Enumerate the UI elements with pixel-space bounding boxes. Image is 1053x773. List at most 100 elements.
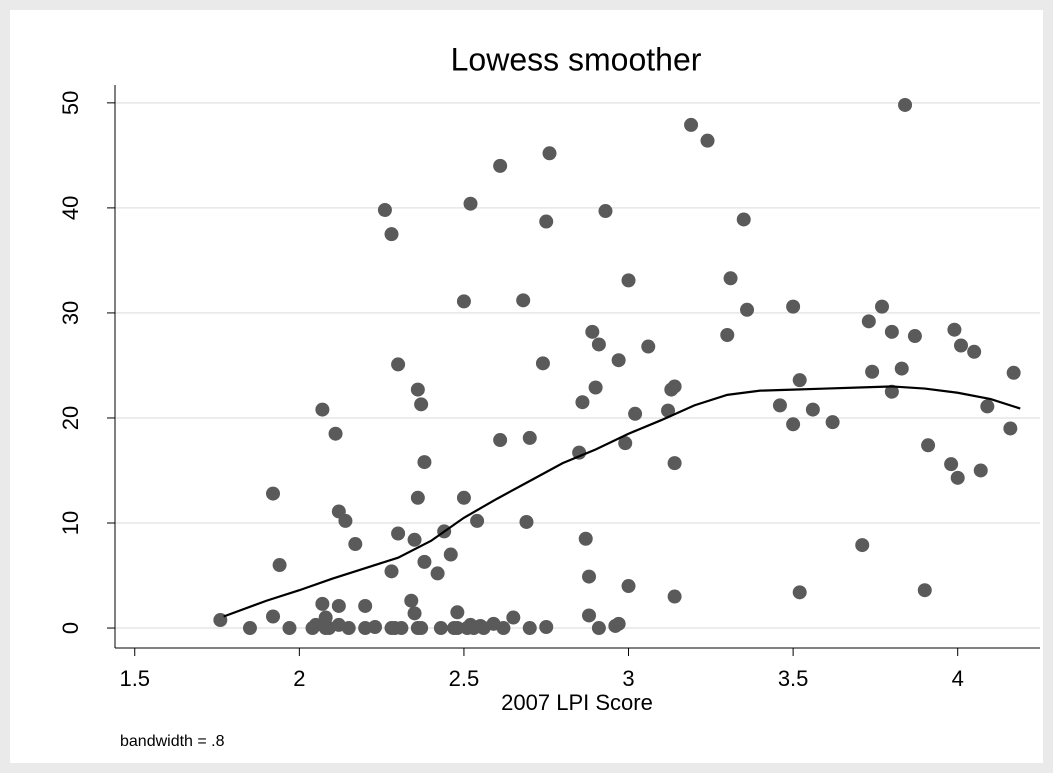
point [861, 314, 876, 329]
point [391, 526, 406, 541]
point [980, 399, 995, 414]
point [661, 403, 676, 418]
point [772, 398, 787, 413]
point [535, 356, 550, 371]
point [618, 436, 633, 451]
point [1006, 365, 1021, 380]
point [266, 609, 281, 624]
point [591, 621, 606, 636]
point [621, 579, 636, 594]
point [585, 324, 600, 339]
point [921, 438, 936, 453]
point [907, 329, 922, 344]
point [315, 402, 330, 417]
y-tick-label: 40 [58, 196, 83, 220]
point [328, 426, 343, 441]
point [341, 621, 356, 636]
point [628, 406, 643, 421]
point [667, 379, 682, 394]
y-tick-label: 50 [58, 91, 83, 115]
point [582, 569, 597, 584]
point [430, 566, 445, 581]
x-tick-label: 2 [293, 666, 305, 691]
point [578, 531, 593, 546]
point [450, 621, 465, 636]
y-tick-label: 10 [58, 511, 83, 535]
point [950, 470, 965, 485]
x-tick-label: 3 [622, 666, 634, 691]
point [723, 271, 738, 286]
point [368, 619, 383, 634]
point [786, 417, 801, 432]
point [522, 621, 537, 636]
point [572, 445, 587, 460]
point [384, 564, 399, 579]
point [611, 353, 626, 368]
point [338, 513, 353, 528]
point [667, 456, 682, 471]
point [456, 490, 471, 505]
point [358, 598, 373, 613]
point [394, 621, 409, 636]
point [539, 214, 554, 229]
point [917, 583, 932, 598]
point [894, 361, 909, 376]
x-tick-label: 4 [952, 666, 964, 691]
point [884, 324, 899, 339]
point [348, 537, 363, 552]
point [404, 593, 419, 608]
point [973, 463, 988, 478]
point [575, 395, 590, 410]
point [582, 608, 597, 623]
x-tick-label: 3.5 [778, 666, 809, 691]
point [414, 397, 429, 412]
y-tick-label: 30 [58, 301, 83, 325]
point [506, 610, 521, 625]
point [953, 338, 968, 353]
point [855, 538, 870, 553]
point [598, 204, 613, 219]
point [266, 486, 281, 501]
point [433, 621, 448, 636]
point [786, 299, 801, 314]
point [282, 621, 297, 636]
point [947, 322, 962, 337]
point [519, 514, 534, 529]
note: bandwidth = .8 [120, 733, 225, 750]
y-tick-label: 20 [58, 406, 83, 430]
point [272, 558, 287, 573]
point [470, 513, 485, 528]
point [667, 589, 682, 604]
point [242, 621, 257, 636]
point [792, 373, 807, 388]
point [591, 337, 606, 352]
point [315, 596, 330, 611]
point [1003, 421, 1018, 436]
point [417, 455, 432, 470]
point [805, 402, 820, 417]
x-tick-label: 2.5 [449, 666, 480, 691]
point [874, 299, 889, 314]
point [700, 133, 715, 148]
point [884, 384, 899, 399]
point [443, 547, 458, 562]
x-axis-label: 2007 LPI Score [501, 690, 653, 715]
point [410, 382, 425, 397]
point [792, 585, 807, 600]
point [967, 344, 982, 359]
point [450, 605, 465, 620]
point [720, 327, 735, 342]
point [331, 598, 346, 613]
point [318, 610, 333, 625]
point [621, 273, 636, 288]
point [944, 457, 959, 472]
point [588, 380, 603, 395]
point [740, 302, 755, 317]
chart-title: Lowess smoother [451, 41, 702, 77]
point [417, 554, 432, 569]
x-tick-label: 1.5 [119, 666, 150, 691]
lowess-line [223, 385, 1021, 618]
point [865, 364, 880, 379]
